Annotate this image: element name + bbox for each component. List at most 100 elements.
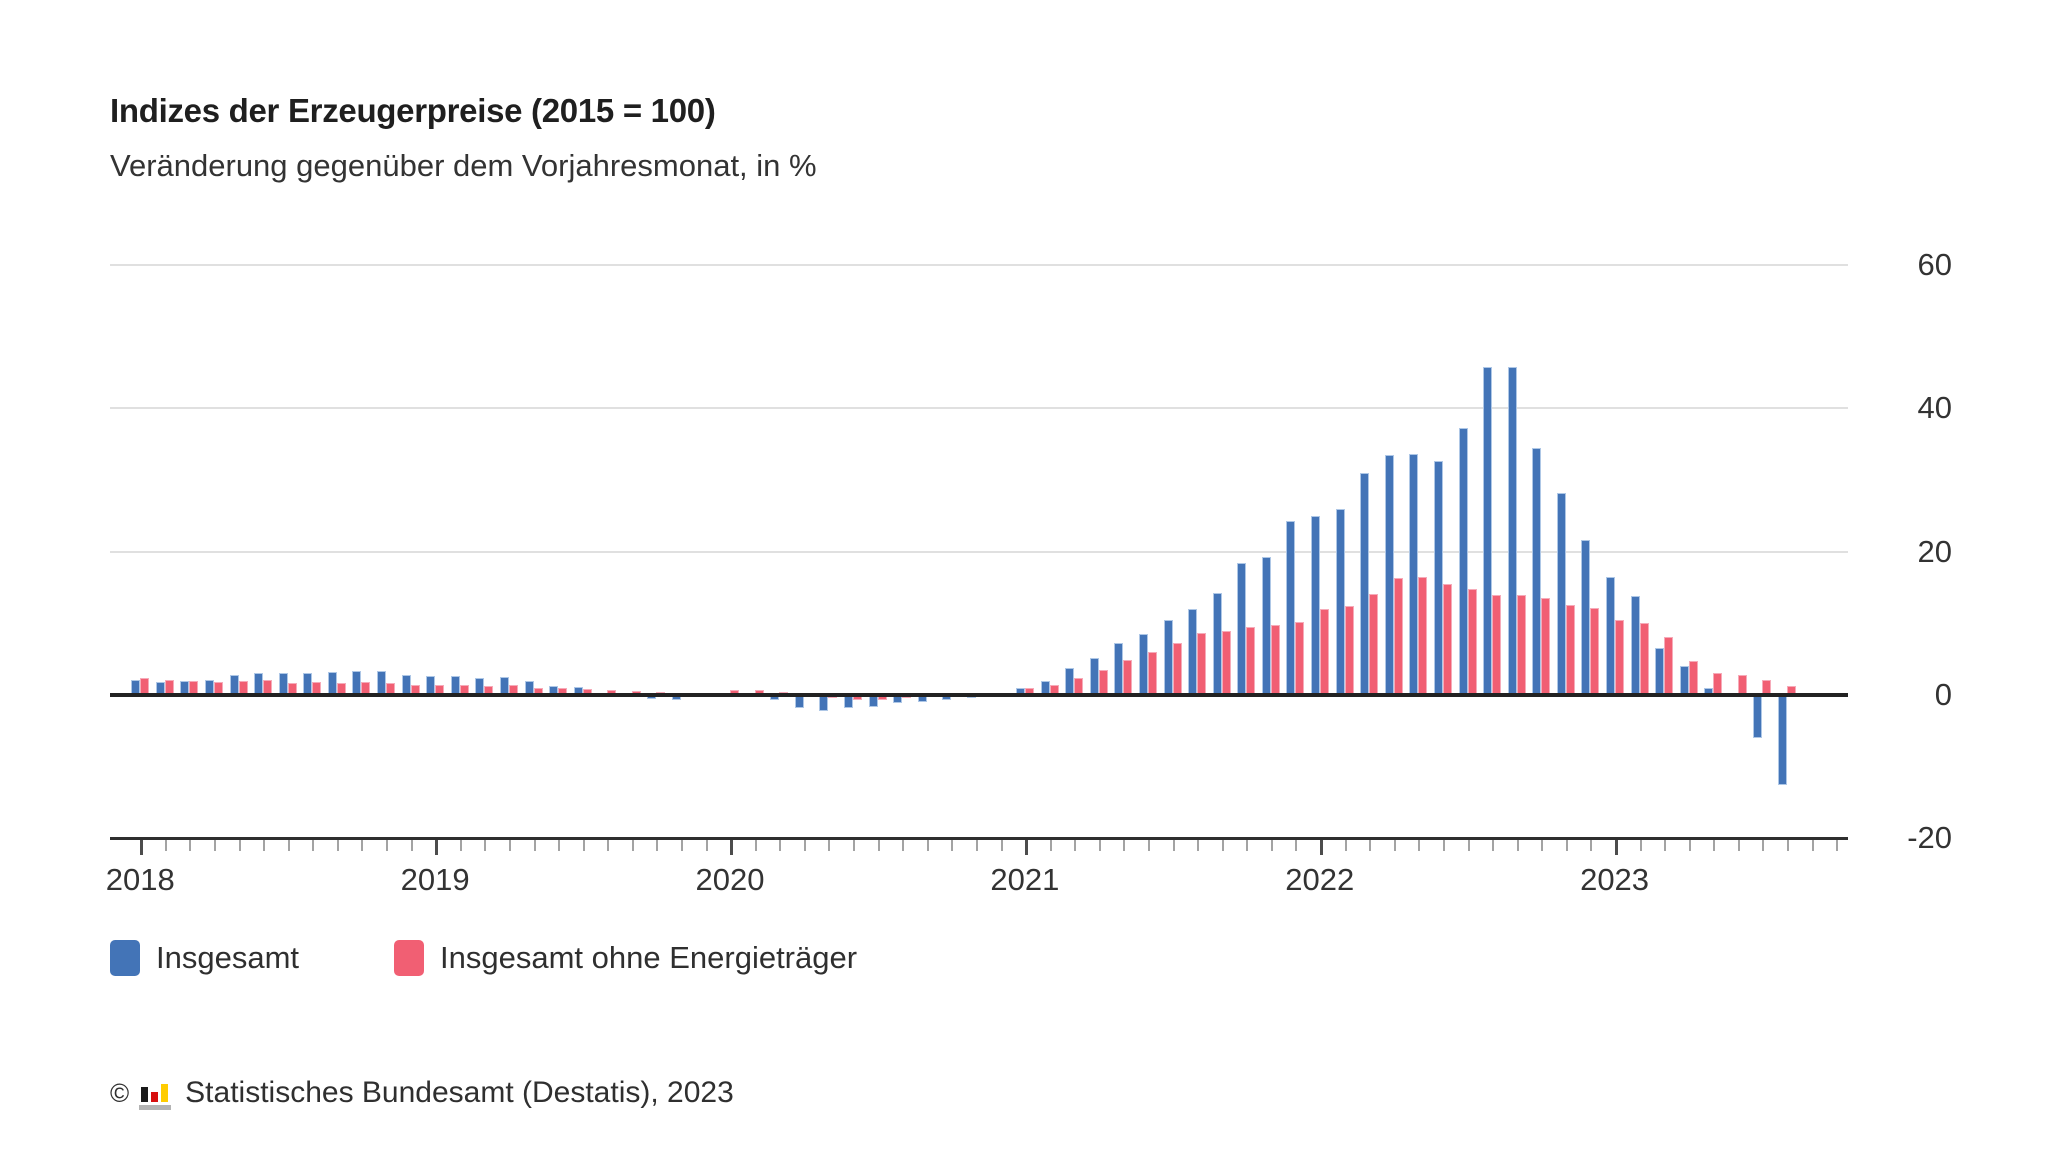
bar-insgesamt-2023-01[interactable] bbox=[1605, 576, 1615, 695]
bar-ohne-energie-2021-11[interactable] bbox=[1270, 624, 1280, 695]
bar-ohne-energie-2021-12[interactable] bbox=[1295, 621, 1305, 695]
bar-insgesamt-2021-12[interactable] bbox=[1286, 521, 1296, 695]
month-slot bbox=[915, 265, 940, 851]
bar-ohne-energie-2022-10[interactable] bbox=[1541, 598, 1551, 695]
bar-ohne-energie-2022-12[interactable] bbox=[1590, 608, 1600, 695]
x-axis-year-labels: 2018 2019 2020 2021 2022 2023 bbox=[106, 862, 1848, 902]
month-slot bbox=[1160, 265, 1185, 851]
bar-ohne-energie-2023-03[interactable] bbox=[1664, 637, 1674, 695]
bar-ohne-energie-2021-07[interactable] bbox=[1172, 643, 1182, 695]
legend-item-insgesamt[interactable]: Insgesamt bbox=[110, 940, 299, 976]
x-axis-tick bbox=[410, 838, 413, 851]
bar-insgesamt-2020-04[interactable] bbox=[794, 694, 804, 709]
month-slot bbox=[1357, 265, 1382, 851]
x-axis-tick bbox=[951, 838, 954, 851]
x-axis-tick bbox=[1541, 838, 1544, 851]
bar-ohne-energie-2022-08[interactable] bbox=[1492, 595, 1502, 695]
bar-ohne-energie-2021-08[interactable] bbox=[1197, 633, 1207, 695]
legend-item-ohne-energietraeger[interactable]: Insgesamt ohne Energieträger bbox=[394, 940, 857, 976]
bar-ohne-energie-2023-06[interactable] bbox=[1737, 674, 1747, 695]
month-slot bbox=[1185, 265, 1210, 851]
bar-insgesamt-2022-07[interactable] bbox=[1458, 428, 1468, 695]
x-axis-tick bbox=[1369, 838, 1372, 851]
bar-insgesamt-2018-07[interactable] bbox=[278, 673, 288, 695]
bar-ohne-energie-2022-02[interactable] bbox=[1344, 605, 1354, 695]
bar-insgesamt-2018-06[interactable] bbox=[254, 673, 264, 695]
bar-insgesamt-2021-08[interactable] bbox=[1188, 608, 1198, 695]
year-label-2022: 2022 bbox=[1285, 862, 1355, 897]
bar-insgesamt-2018-11[interactable] bbox=[377, 671, 387, 695]
bar-ohne-energie-2021-09[interactable] bbox=[1221, 631, 1231, 695]
y-tick-label: 40 bbox=[1917, 390, 1952, 426]
bar-insgesamt-2021-07[interactable] bbox=[1163, 620, 1173, 695]
bar-insgesamt-2022-08[interactable] bbox=[1483, 366, 1493, 695]
bar-insgesamt-2022-03[interactable] bbox=[1360, 473, 1370, 695]
legend: Insgesamt Insgesamt ohne Energieträger bbox=[110, 940, 857, 976]
x-axis-tick bbox=[1639, 838, 1642, 851]
bar-insgesamt-2022-02[interactable] bbox=[1335, 509, 1345, 695]
bar-ohne-energie-2021-10[interactable] bbox=[1246, 626, 1256, 695]
x-axis-tick bbox=[533, 838, 536, 851]
bar-insgesamt-2022-10[interactable] bbox=[1532, 447, 1542, 695]
x-axis-tick bbox=[1688, 838, 1691, 851]
bar-insgesamt-2021-03[interactable] bbox=[1065, 668, 1075, 695]
bar-ohne-energie-2022-03[interactable] bbox=[1369, 594, 1379, 695]
x-axis-tick bbox=[1393, 838, 1396, 851]
bar-insgesamt-2023-07[interactable] bbox=[1753, 694, 1763, 738]
x-axis-tick bbox=[1442, 838, 1445, 851]
bar-insgesamt-2022-01[interactable] bbox=[1311, 515, 1321, 695]
bar-insgesamt-2023-04[interactable] bbox=[1679, 666, 1689, 695]
x-axis-tick bbox=[386, 838, 389, 851]
x-axis-tick bbox=[1762, 838, 1765, 851]
bar-insgesamt-2022-12[interactable] bbox=[1581, 540, 1591, 695]
bar-insgesamt-2022-04[interactable] bbox=[1384, 454, 1394, 695]
month-slot bbox=[374, 265, 399, 851]
x-axis-tick bbox=[607, 838, 610, 851]
month-slot bbox=[300, 265, 325, 851]
bar-insgesamt-2018-09[interactable] bbox=[327, 671, 337, 695]
bar-ohne-energie-2022-04[interactable] bbox=[1393, 578, 1403, 695]
bar-insgesamt-2021-06[interactable] bbox=[1138, 633, 1148, 695]
bar-insgesamt-2018-08[interactable] bbox=[303, 672, 313, 695]
month-slot bbox=[1037, 265, 1062, 851]
month-slot bbox=[497, 265, 522, 851]
month-slot bbox=[226, 265, 251, 851]
source-text: Statistisches Bundesamt (Destatis), 2023 bbox=[185, 1076, 734, 1109]
x-axis-tick bbox=[558, 838, 561, 851]
bar-insgesamt-2022-06[interactable] bbox=[1433, 460, 1443, 695]
bar-insgesamt-2021-09[interactable] bbox=[1212, 593, 1222, 695]
bar-insgesamt-2021-05[interactable] bbox=[1114, 643, 1124, 695]
month-slot bbox=[1701, 265, 1726, 851]
bar-insgesamt-2023-02[interactable] bbox=[1630, 595, 1640, 695]
bar-ohne-energie-2022-01[interactable] bbox=[1320, 608, 1330, 695]
x-axis-tick bbox=[164, 838, 167, 851]
bar-insgesamt-2022-05[interactable] bbox=[1409, 454, 1419, 695]
bar-ohne-energie-2023-01[interactable] bbox=[1614, 619, 1624, 695]
bar-ohne-energie-2023-04[interactable] bbox=[1688, 661, 1698, 695]
bar-ohne-energie-2022-06[interactable] bbox=[1442, 583, 1452, 695]
bar-insgesamt-2022-09[interactable] bbox=[1507, 366, 1517, 695]
x-axis-tick bbox=[582, 838, 585, 851]
bar-insgesamt-2018-10[interactable] bbox=[352, 671, 362, 695]
bar-insgesamt-2021-11[interactable] bbox=[1261, 557, 1271, 695]
bar-ohne-energie-2022-09[interactable] bbox=[1516, 595, 1526, 695]
bar-ohne-energie-2022-05[interactable] bbox=[1418, 576, 1428, 695]
bar-ohne-energie-2023-02[interactable] bbox=[1639, 623, 1649, 695]
bar-ohne-energie-2022-07[interactable] bbox=[1467, 588, 1477, 695]
bar-ohne-energie-2022-11[interactable] bbox=[1565, 604, 1575, 695]
month-slot bbox=[1332, 265, 1357, 851]
bar-insgesamt-2022-11[interactable] bbox=[1556, 492, 1566, 695]
bar-insgesamt-2023-08[interactable] bbox=[1778, 694, 1788, 785]
bar-ohne-energie-2021-06[interactable] bbox=[1147, 651, 1157, 695]
x-axis-tick bbox=[853, 838, 856, 851]
x-axis-tick bbox=[189, 838, 192, 851]
bar-insgesamt-2021-04[interactable] bbox=[1089, 657, 1099, 695]
x-axis-tick bbox=[1123, 838, 1126, 851]
bar-insgesamt-2021-10[interactable] bbox=[1237, 562, 1247, 695]
month-slot bbox=[669, 265, 694, 851]
bar-ohne-energie-2023-05[interactable] bbox=[1713, 673, 1723, 695]
bar-ohne-energie-2021-05[interactable] bbox=[1123, 659, 1133, 695]
bar-ohne-energie-2021-04[interactable] bbox=[1098, 669, 1108, 695]
bar-insgesamt-2023-03[interactable] bbox=[1655, 648, 1665, 695]
bar-insgesamt-2020-05[interactable] bbox=[819, 694, 829, 711]
